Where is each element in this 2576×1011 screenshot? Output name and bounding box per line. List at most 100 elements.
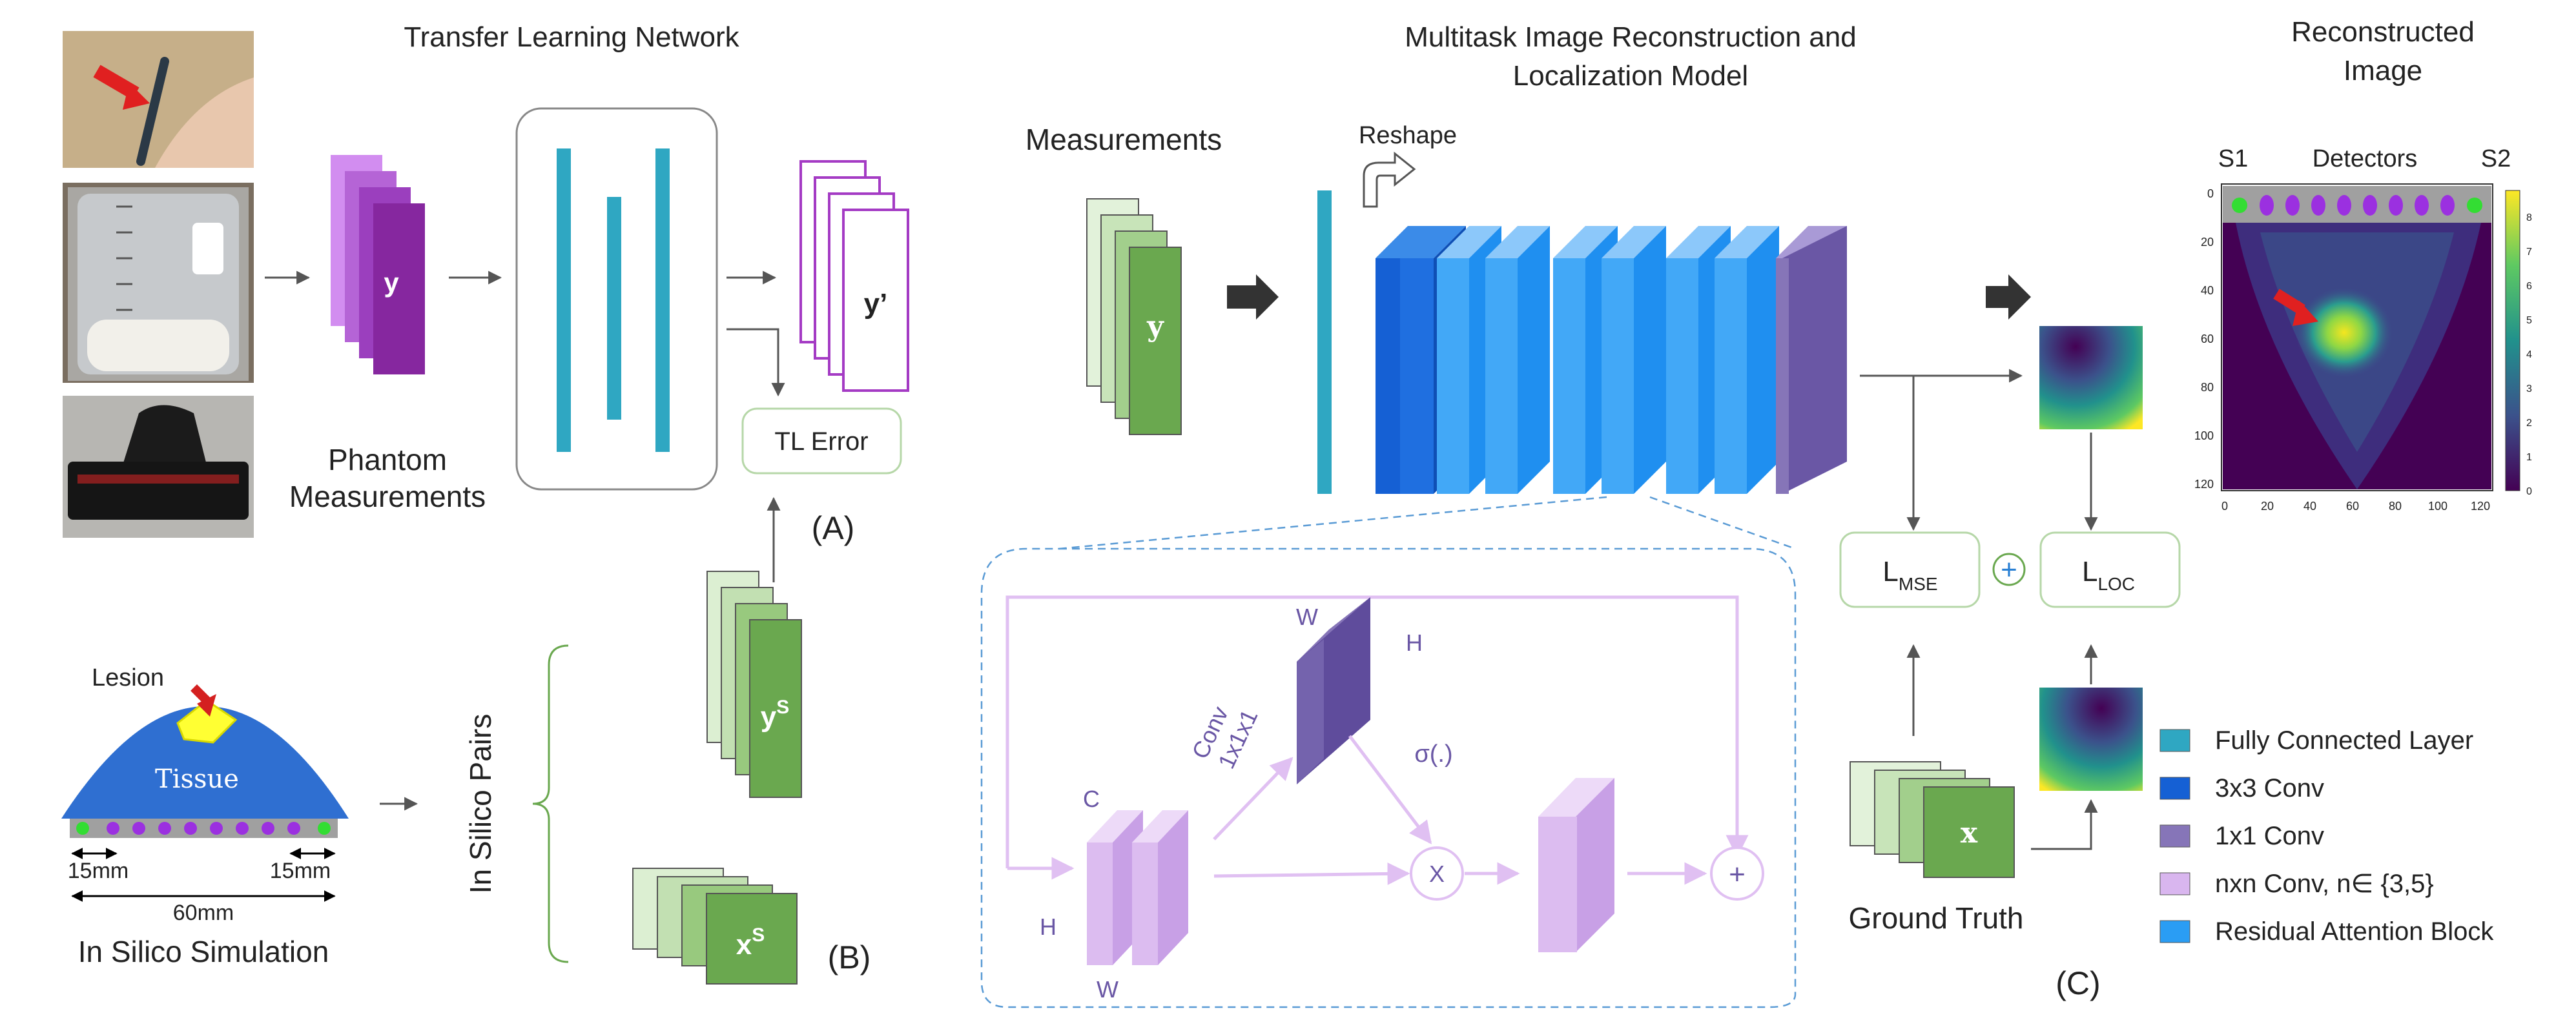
legend-label: nxn Conv, n∈ {3,5} bbox=[2215, 870, 2434, 898]
recon-x-tick: 20 bbox=[2261, 500, 2274, 513]
loss-mse-base: L bbox=[1882, 556, 1898, 587]
arrow-network-to-tlerror bbox=[726, 328, 785, 397]
add-node: + bbox=[1710, 846, 1764, 901]
loss-plus: + bbox=[1992, 553, 2026, 586]
dim-w-top-label: W bbox=[1296, 604, 1318, 630]
tl-error-box: TL Error bbox=[741, 407, 902, 475]
localization-map bbox=[2039, 326, 2143, 429]
legend-label: Residual Attention Block bbox=[2215, 917, 2494, 946]
panel-c-title-line1: Multitask Image Reconstruction and bbox=[1405, 21, 1856, 53]
recon-y-tick: 120 bbox=[2194, 478, 2214, 491]
colorbar-tick: 6 bbox=[2526, 281, 2532, 292]
fc-layer-bar bbox=[557, 148, 571, 452]
svg-text:xS: xS bbox=[736, 924, 765, 961]
svg-text:LMSE: LMSE bbox=[1882, 556, 1937, 594]
legend-label: 3x3 Conv bbox=[2215, 774, 2324, 802]
nxn-conv-block bbox=[1132, 810, 1188, 965]
reshape-arrow-icon bbox=[1363, 151, 1416, 208]
recon-y-tick: 80 bbox=[2201, 381, 2214, 394]
recon-x-tick: 0 bbox=[2221, 500, 2228, 513]
loss-mse-box: LMSE bbox=[1839, 531, 1981, 608]
ys-stack: yS bbox=[706, 571, 802, 798]
phantom-photo-hand bbox=[63, 31, 254, 168]
measurement-y-label: y bbox=[1146, 310, 1164, 343]
pairs-label: In Silico Pairs bbox=[464, 714, 497, 894]
reshape-label: Reshape bbox=[1359, 122, 1457, 149]
phantom-label-line1: Phantom bbox=[328, 443, 447, 476]
dim-c-label: C bbox=[1083, 786, 1100, 812]
legend: Fully Connected Layer 3x3 Conv 1x1 Conv nxn… bbox=[2159, 726, 2494, 946]
ground-truth-label: Ground Truth bbox=[1848, 901, 2023, 935]
dim-w-bottom-label: W bbox=[1097, 976, 1118, 1003]
recon-s1: S1 bbox=[2218, 145, 2248, 172]
phantom-y-stack: y bbox=[331, 155, 425, 374]
legend-label: 1x1 Conv bbox=[2215, 822, 2324, 850]
recon-title-line2: Image bbox=[2344, 55, 2422, 87]
loss-loc-base: L bbox=[2082, 556, 2097, 587]
loss-loc-box: LLOC bbox=[2039, 531, 2181, 608]
legend-swatch bbox=[2159, 777, 2190, 800]
colorbar-tick: 4 bbox=[2526, 349, 2532, 360]
recon-plot: 0 20 40 60 80 100 120 0 20 40 60 80 100 120 bbox=[2194, 183, 2493, 513]
legend-swatch bbox=[2159, 920, 2190, 943]
reconstructed-image-panel: Reconstructed Image S1 Detectors S2 0204… bbox=[2194, 16, 2532, 513]
ground-truth-x-label: x bbox=[1961, 817, 1978, 850]
panel-a-title: Transfer Learning Network bbox=[404, 21, 739, 53]
phantom-label-line2: Measurements bbox=[289, 480, 486, 513]
recon-detectors: Detectors bbox=[2313, 145, 2418, 172]
pairs-brace bbox=[532, 644, 569, 963]
dim-h-left-label: H bbox=[1040, 914, 1056, 940]
legend-label: Fully Connected Layer bbox=[2215, 726, 2473, 755]
svg-text:LLOC: LLOC bbox=[2082, 556, 2135, 594]
lesion-arrow-icon bbox=[197, 694, 216, 717]
ys-base: y bbox=[761, 701, 777, 733]
phantom-y-label: y bbox=[384, 267, 399, 298]
measurement-y-stack: y bbox=[1086, 198, 1182, 435]
sigma-label: σ(.) bbox=[1414, 740, 1452, 768]
ground-truth-map bbox=[2039, 688, 2143, 791]
ys-sup: S bbox=[776, 697, 789, 718]
yprime-stack: y’ bbox=[799, 160, 909, 392]
colorbar-tick: 0 bbox=[2526, 486, 2532, 497]
residual-block bbox=[1602, 226, 1666, 494]
xs-sup: S bbox=[752, 924, 765, 946]
conv1x1-block bbox=[1776, 226, 1847, 494]
loss-loc-sub: LOC bbox=[2097, 574, 2135, 594]
legend-swatch bbox=[2159, 872, 2190, 895]
tissue-label: Tissue bbox=[155, 764, 239, 794]
thick-arrow-icon bbox=[1227, 274, 1279, 320]
recon-y-tick: 20 bbox=[2201, 236, 2214, 249]
measurements-label: Measurements bbox=[1025, 123, 1222, 156]
recon-y-tick: 0 bbox=[2207, 187, 2214, 200]
panel-b: Lesion Tissue 15mm 15mm 60mm In Silico S… bbox=[61, 496, 871, 985]
ground-truth-x-stack: x bbox=[1850, 761, 2015, 878]
panel-b-tag: (B) bbox=[828, 939, 871, 975]
panel-c-tag: (C) bbox=[2056, 965, 2100, 1001]
tissue-phantom: Tissue bbox=[61, 684, 349, 838]
phantom-photo-device bbox=[63, 396, 254, 538]
multiply-sign: X bbox=[1429, 861, 1445, 887]
nxn-conv-output-block bbox=[1538, 778, 1614, 952]
colorbar-tick: 5 bbox=[2526, 315, 2532, 326]
recon-y-ticks: 0 20 40 60 80 100 120 bbox=[2194, 187, 2214, 491]
yprime-label: y’ bbox=[864, 288, 888, 320]
recon-x-ticks: 0 20 40 60 80 100 120 bbox=[2221, 500, 2490, 513]
colorbar-tick: 2 bbox=[2526, 418, 2532, 429]
conv1x1-attention-block bbox=[1297, 597, 1370, 784]
red-arrow-icon bbox=[123, 83, 150, 110]
panel-a: Transfer Learning Network bbox=[63, 21, 909, 546]
recon-red-arrow-icon bbox=[2293, 300, 2318, 326]
recon-x-tick: 40 bbox=[2303, 500, 2316, 513]
fc-layer-bar bbox=[655, 148, 670, 452]
colorbar-tick: 8 bbox=[2526, 212, 2532, 223]
simulation-label: In Silico Simulation bbox=[78, 935, 329, 968]
xs-stack: xS bbox=[632, 868, 798, 985]
recon-s2: S2 bbox=[2481, 145, 2511, 172]
panel-c: Multitask Image Reconstruction and Local… bbox=[980, 21, 2181, 1008]
legend-swatch bbox=[2159, 729, 2190, 752]
xs-base: x bbox=[736, 929, 752, 961]
loss-mse-sub: MSE bbox=[1899, 574, 1938, 594]
fc-layer-bar bbox=[607, 197, 621, 420]
tl-network-box bbox=[515, 107, 718, 491]
